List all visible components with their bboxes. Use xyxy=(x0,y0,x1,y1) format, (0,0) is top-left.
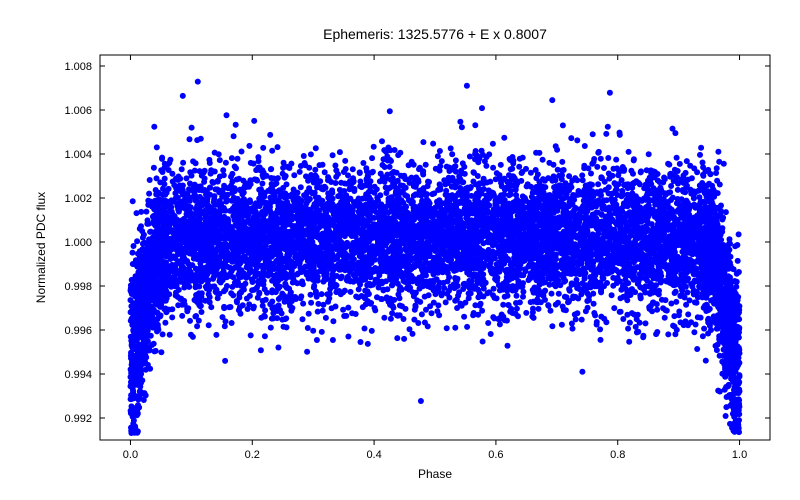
y-tick-label: 1.004 xyxy=(64,149,92,161)
x-tick-label: 0.8 xyxy=(610,449,625,461)
y-tick-label: 0.998 xyxy=(64,281,92,293)
chart-svg: 0.0 0.2 0.4 0.6 0.8 1.0 0.992 0.994 0.996 0.998 1.… xyxy=(0,0,800,500)
x-tick-label: 0.0 xyxy=(123,449,138,461)
phase-folded-lightcurve-chart: 0.0 0.2 0.4 0.6 0.8 1.0 0.992 0.994 0.996 0.998 1.… xyxy=(0,0,800,500)
x-tick-label: 0.4 xyxy=(366,449,381,461)
y-tick-label: 1.006 xyxy=(64,105,92,117)
x-axis-label: Phase xyxy=(418,467,452,481)
y-tick-label: 1.000 xyxy=(64,237,92,249)
x-tick-label: 0.2 xyxy=(245,449,260,461)
chart-title: Ephemeris: 1325.5776 + E x 0.8007 xyxy=(323,26,547,42)
y-tick-label: 0.992 xyxy=(64,413,92,425)
x-tick-label: 1.0 xyxy=(732,449,747,461)
x-tick-label: 0.6 xyxy=(488,449,503,461)
y-tick-label: 0.994 xyxy=(64,369,92,381)
y-tick-label: 0.996 xyxy=(64,325,92,337)
y-axis-label: Normalized PDC flux xyxy=(34,192,48,303)
y-tick-label: 1.002 xyxy=(64,193,92,205)
y-tick-label: 1.008 xyxy=(64,61,92,73)
